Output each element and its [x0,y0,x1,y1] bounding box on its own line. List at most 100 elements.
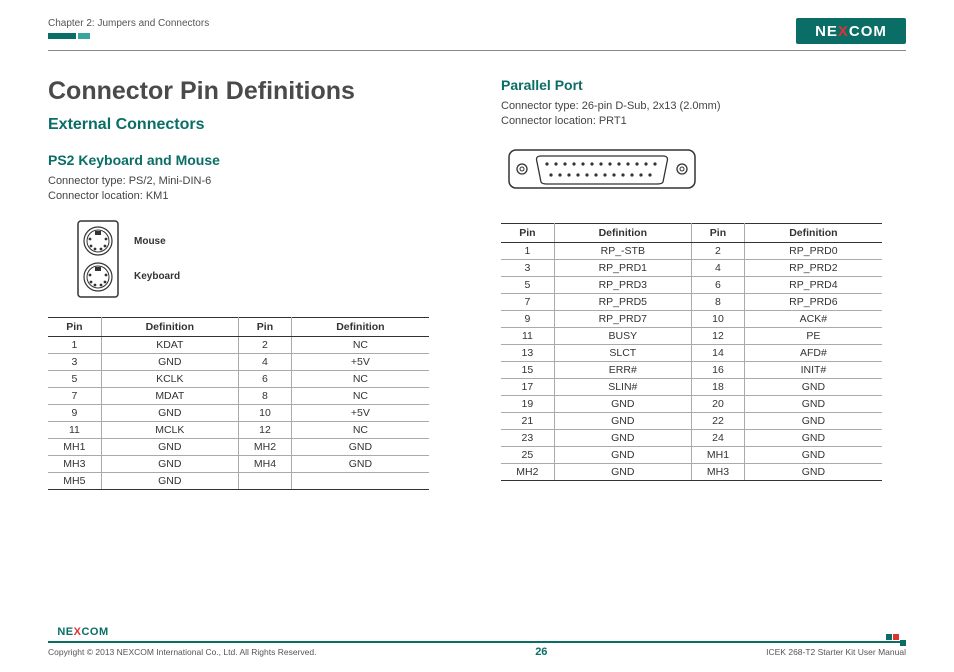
table-row: 3RP_PRD14RP_PRD2 [501,259,882,276]
table-cell: GND [554,429,691,446]
table-cell: GND [745,463,882,480]
ps2-pin-table: Pin Definition Pin Definition 1KDAT2NC3G… [48,317,429,490]
table-cell: MH1 [48,438,101,455]
table-row: 7MDAT8NC [48,387,429,404]
table-cell: 11 [48,421,101,438]
th-pin: Pin [48,317,101,336]
table-cell: 13 [501,344,554,361]
table-cell [238,472,291,489]
table-cell: 12 [238,421,291,438]
table-row: MH2GNDMH3GND [501,463,882,480]
table-row: 15ERR#16INIT# [501,361,882,378]
table-row: 17SLIN#18GND [501,378,882,395]
table-cell: GND [745,446,882,463]
table-row: MH3GNDMH4GND [48,455,429,472]
table-cell: 5 [501,276,554,293]
footer: NEXCOM Copyright © 2013 NEXCOM Internati… [48,625,906,658]
th-pin: Pin [501,223,554,242]
th-def: Definition [745,223,882,242]
table-cell: 12 [691,327,744,344]
table-cell: RP_PRD6 [745,293,882,310]
parallel-pin-table: Pin Definition Pin Definition 1RP_-STB2R… [501,223,882,481]
table-cell: 6 [691,276,744,293]
table-row: 9RP_PRD710ACK# [501,310,882,327]
table-cell: SLIN# [554,378,691,395]
right-column: Parallel Port Connector type: 26-pin D-S… [501,77,906,490]
table-cell: 2 [238,336,291,353]
table-cell: MH2 [501,463,554,480]
table-cell: GND [101,455,238,472]
header-bar: Chapter 2: Jumpers and Connectors NEXCOM [48,18,906,44]
table-cell: GND [101,353,238,370]
table-cell: 24 [691,429,744,446]
table-cell: NC [292,421,429,438]
th-def: Definition [292,317,429,336]
table-cell: RP_PRD3 [554,276,691,293]
table-cell: MH2 [238,438,291,455]
parallel-description: Connector type: 26-pin D-Sub, 2x13 (2.0m… [501,99,906,130]
footer-rule [48,641,906,643]
manual-name: ICEK 268-T2 Starter Kit User Manual [766,647,906,657]
page-subtitle: External Connectors [48,116,453,134]
footer-row: Copyright © 2013 NEXCOM International Co… [48,646,906,658]
table-cell: GND [292,455,429,472]
table-cell: NC [292,370,429,387]
ps2-diagram-block: Mouse Keyboard [76,219,453,299]
table-cell: GND [101,404,238,421]
table-cell: NC [292,387,429,404]
table-row: 5RP_PRD36RP_PRD4 [501,276,882,293]
table-cell: ERR# [554,361,691,378]
ps2-tbody: 1KDAT2NC3GND4+5V5KCLK6NC7MDAT8NC9GND10+5… [48,336,429,489]
table-cell: 16 [691,361,744,378]
table-cell: MH3 [691,463,744,480]
table-cell: 11 [501,327,554,344]
table-row: 23GND24GND [501,429,882,446]
th-def: Definition [554,223,691,242]
page-number: 26 [535,646,547,658]
table-cell: +5V [292,353,429,370]
table-cell: 3 [501,259,554,276]
table-row: MH5GND [48,472,429,489]
table-cell: 3 [48,353,101,370]
table-cell: 10 [238,404,291,421]
table-cell: INIT# [745,361,882,378]
table-cell: 7 [48,387,101,404]
table-row: 3GND4+5V [48,353,429,370]
table-row: 5KCLK6NC [48,370,429,387]
table-cell: KDAT [101,336,238,353]
table-cell: AFD# [745,344,882,361]
ps2-connector-icon [76,219,120,299]
table-cell: GND [745,378,882,395]
th-pin: Pin [691,223,744,242]
table-cell [292,472,429,489]
ps2-heading: PS2 Keyboard and Mouse [48,152,453,168]
table-cell: RP_PRD4 [745,276,882,293]
table-cell: GND [745,429,882,446]
table-cell: 23 [501,429,554,446]
copyright-text: Copyright © 2013 NEXCOM International Co… [48,647,316,657]
table-row: 25GNDMH1GND [501,446,882,463]
table-cell: 17 [501,378,554,395]
table-cell: 2 [691,242,744,259]
table-row: 21GND22GND [501,412,882,429]
parallel-connector-icon [507,144,697,194]
chapter-label: Chapter 2: Jumpers and Connectors [48,18,209,29]
table-row: MH1GNDMH2GND [48,438,429,455]
table-cell: 10 [691,310,744,327]
table-row: 1KDAT2NC [48,336,429,353]
mouse-label: Mouse [134,236,180,247]
table-cell: 18 [691,378,744,395]
table-cell: NC [292,336,429,353]
parallel-diagram-block [507,144,906,199]
table-cell: 25 [501,446,554,463]
table-cell: 14 [691,344,744,361]
table-cell: 5 [48,370,101,387]
th-pin: Pin [238,317,291,336]
table-cell: 1 [48,336,101,353]
table-cell: GND [554,446,691,463]
table-cell: GND [101,438,238,455]
ps2-port-labels: Mouse Keyboard [134,236,180,282]
table-cell: 8 [691,293,744,310]
table-cell: GND [554,412,691,429]
table-cell: MH4 [238,455,291,472]
